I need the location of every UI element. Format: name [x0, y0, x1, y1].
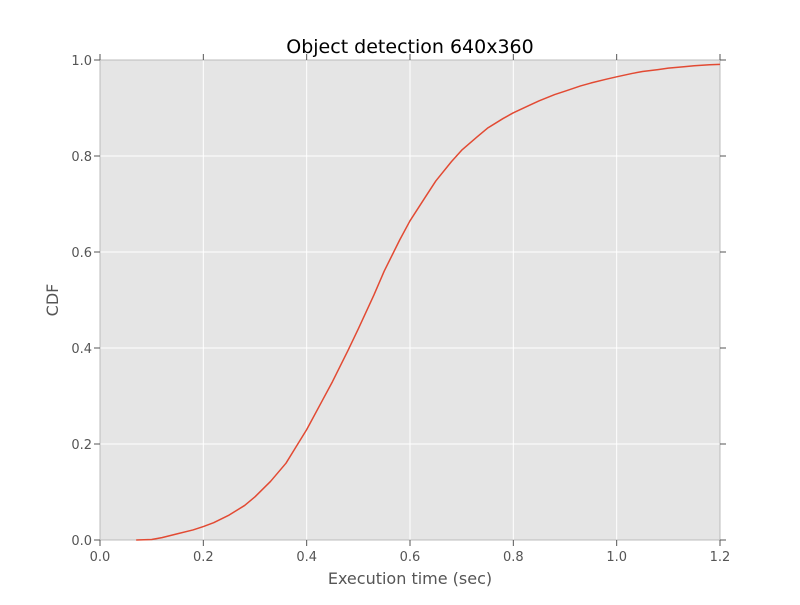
y-tick-label: 0.4: [71, 342, 92, 357]
series-layer: [136, 63, 721, 541]
y-tick-label: 1.0: [71, 54, 92, 69]
y-tick-label: 0.6: [71, 246, 92, 261]
x-axis-label: Execution time (sec): [328, 569, 492, 588]
x-tick-label: 0.8: [503, 550, 524, 565]
x-tick-label: 1.2: [710, 550, 731, 565]
y-tick-label: 0.0: [71, 534, 92, 549]
y-axis-label: CDF: [43, 284, 62, 317]
x-tick-label: 0.4: [296, 550, 317, 565]
x-tick-label: 0.0: [90, 550, 111, 565]
x-tick-label: 0.6: [400, 550, 421, 565]
cdf-series-line: [136, 63, 721, 541]
chart-title: Object detection 640x360: [286, 36, 533, 58]
axis-ticks: 0.0 0.2 0.4 0.6 0.8 1.0 1.2 0.0 0.2 0.4 0.6 0.8 1.0: [71, 54, 730, 565]
y-tick-label: 0.2: [71, 438, 92, 453]
y-tick-label: 0.8: [71, 150, 92, 165]
x-tick-label: 1.0: [606, 550, 627, 565]
x-tick-label: 0.2: [193, 550, 214, 565]
